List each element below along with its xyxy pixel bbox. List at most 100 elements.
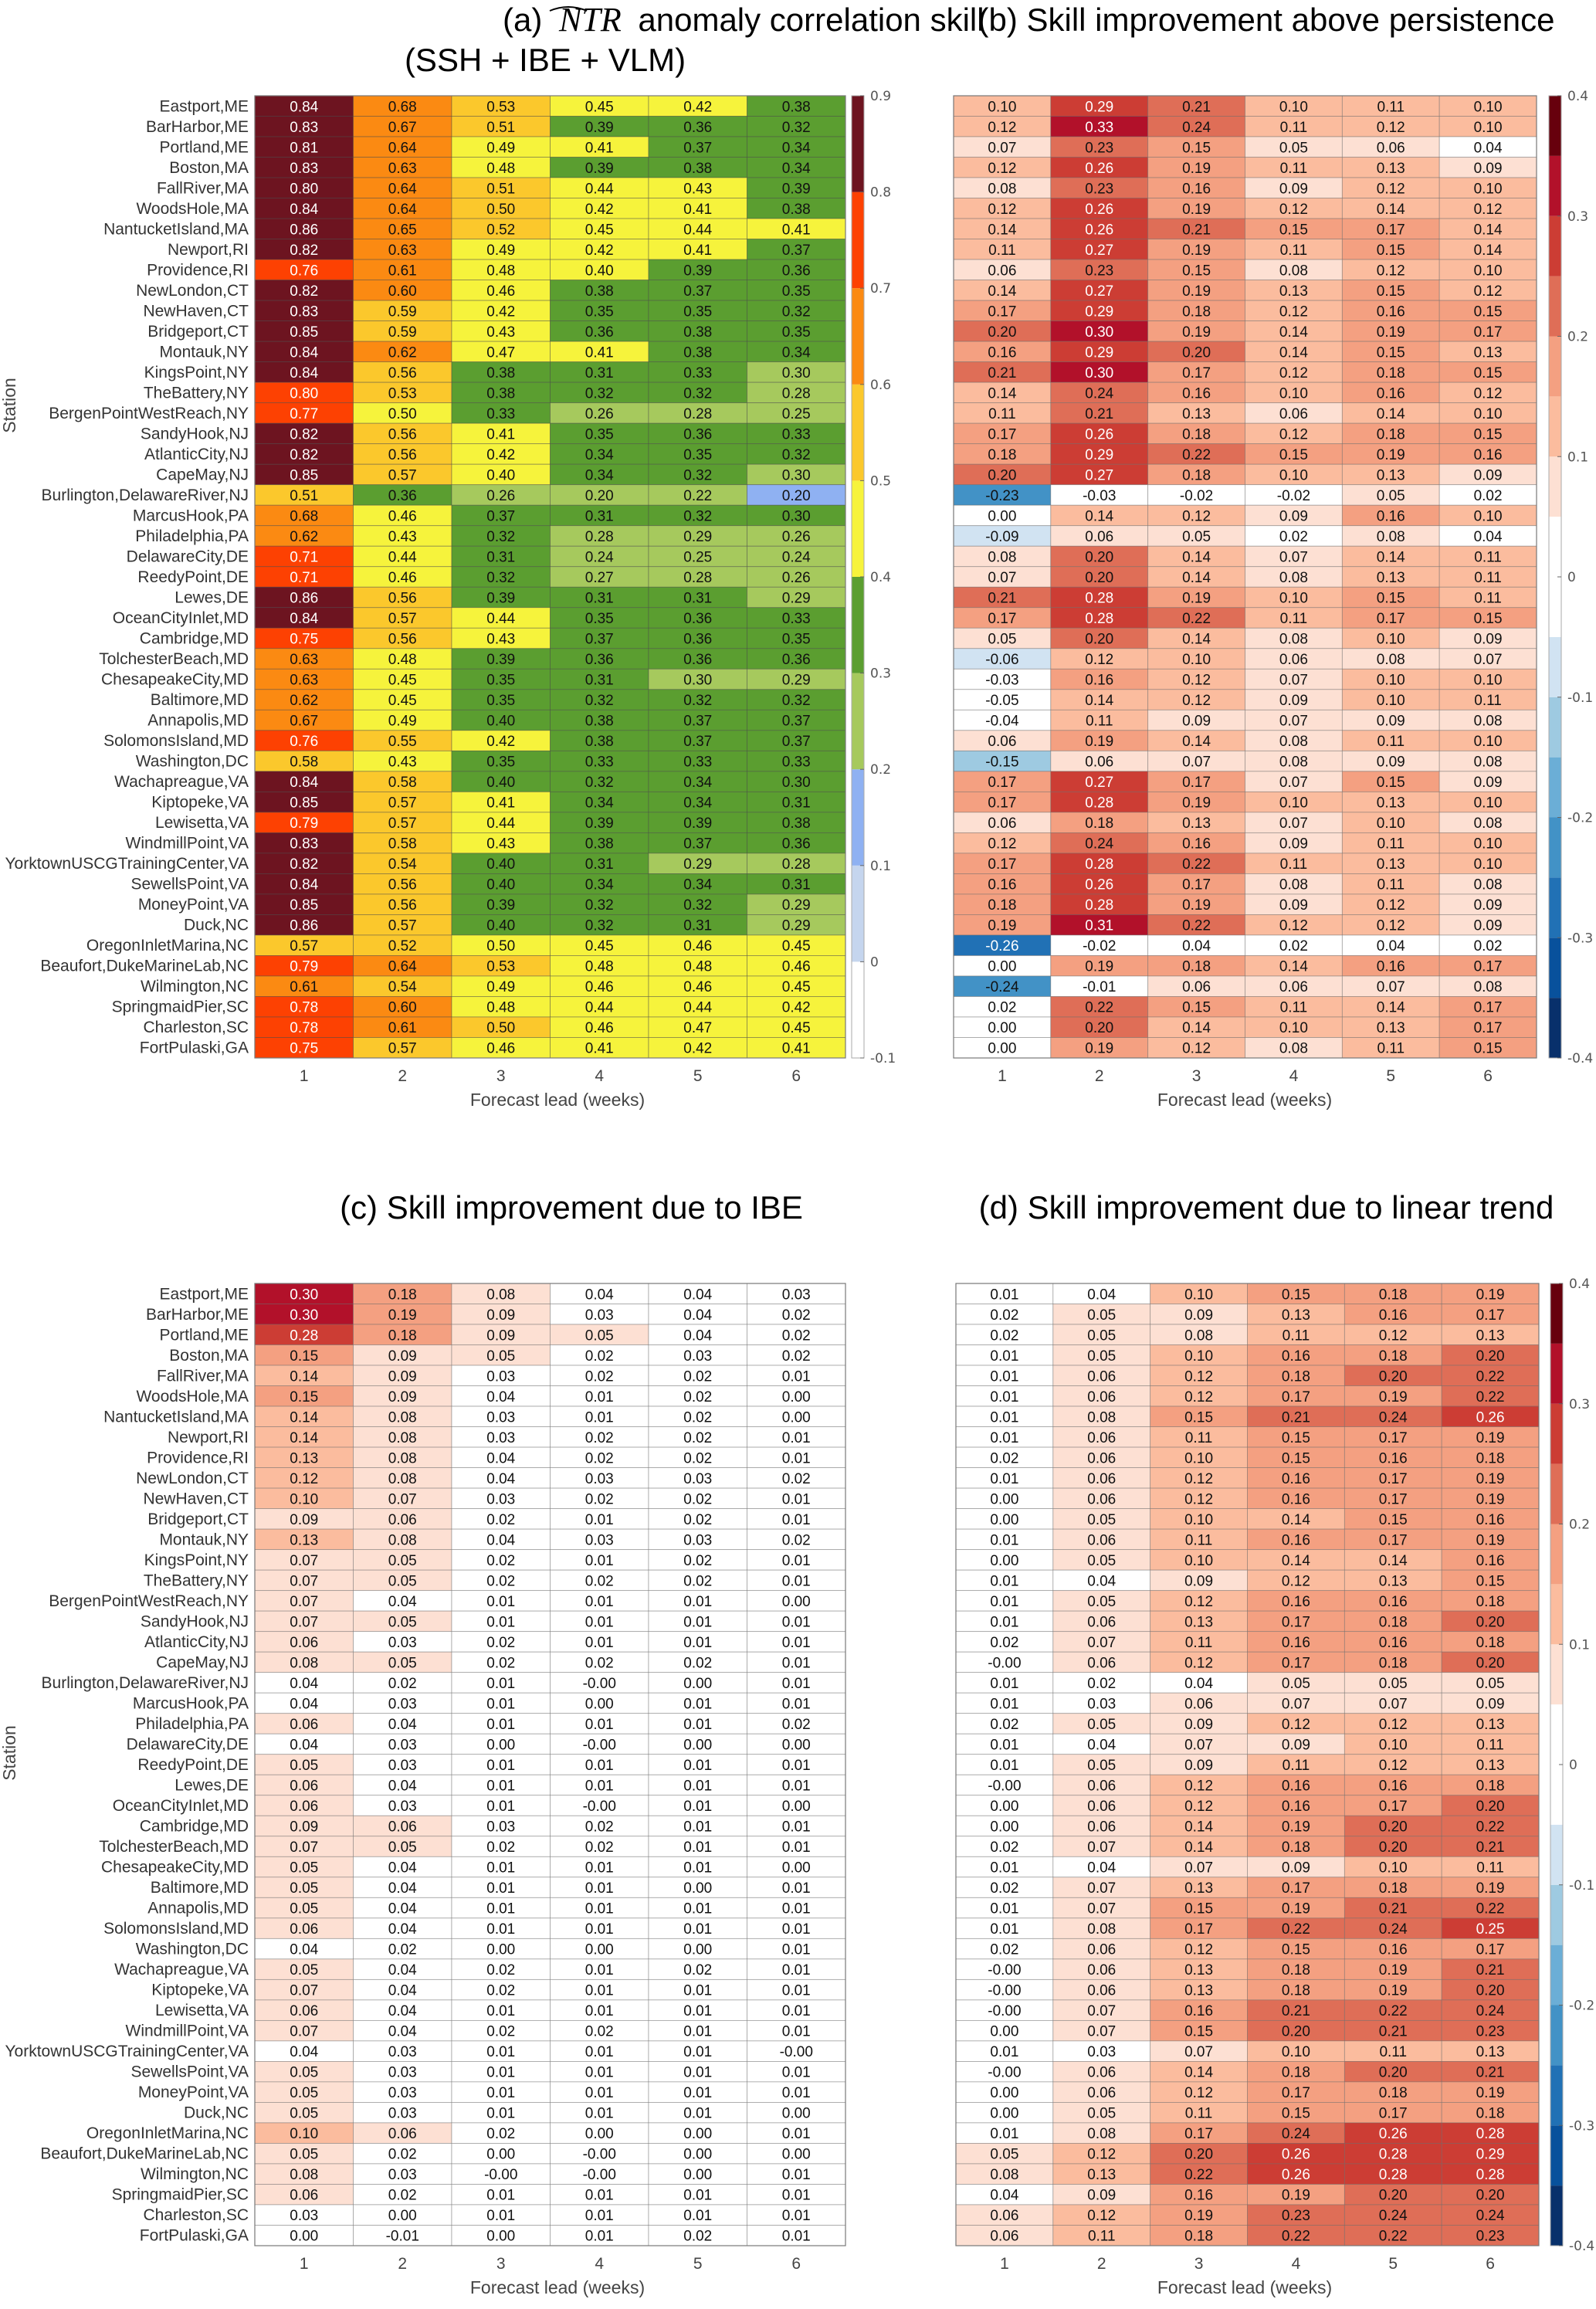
cell-value-label: 0.22 (1182, 918, 1211, 934)
cell-value-label: 0.17 (1184, 2126, 1213, 2142)
cell-value-label: 0.08 (1474, 754, 1503, 771)
cell-value-label: 0.15 (290, 1389, 318, 1405)
cell-value-label: 0.24 (585, 549, 614, 565)
cell-value-label: 0.16 (1282, 1594, 1310, 1610)
table-row: 0.02 0.22 0.15 0.11 0.14 0.17 (953, 996, 1537, 1018)
cell-value-label: 0.02 (988, 1000, 1016, 1016)
cell-value-label: 0.35 (782, 632, 811, 648)
table-row: Wilmington,NC 0.08 0.03 -0.00 -0.00 0.00 0.01 (141, 2163, 846, 2185)
cell-value-label: 0.11 (1476, 1860, 1504, 1877)
cell-value-label: 0.48 (486, 263, 515, 279)
cell-value-label: 0.38 (683, 161, 712, 177)
cell-value-label: 0.59 (388, 303, 417, 320)
cell-value-label: 0.10 (1474, 795, 1503, 812)
cell-value-label: 0.38 (585, 283, 614, 300)
cell-value-label: 0.52 (388, 938, 417, 954)
table-row: 0.06 0.18 0.13 0.07 0.10 0.08 (953, 812, 1537, 833)
cell-value-label: 0.23 (1085, 140, 1113, 156)
table-row: 0.08 0.13 0.22 0.26 0.28 0.28 (955, 2163, 1540, 2185)
cell-value-label: 0.02 (388, 2147, 417, 2163)
cell-value-label: 0.08 (1377, 652, 1405, 668)
table-row: AtlanticCity,NJ 0.82 0.56 0.42 0.34 0.35 0.32 (144, 443, 846, 465)
cell-value-label: 0.01 (990, 1389, 1018, 1405)
cell-value-label: 0.04 (388, 1962, 417, 1978)
cell-value-label: 0.16 (1085, 673, 1113, 689)
cell-value-label: 0.10 (1474, 406, 1503, 422)
heatmap-cell (648, 607, 747, 629)
cell-value-label: 0.30 (683, 673, 712, 689)
heatmap-cell (550, 381, 649, 404)
cell-value-label: 0.01 (585, 1778, 614, 1795)
cell-value-label: 0.18 (1282, 1368, 1310, 1385)
cell-value-label: 0.02 (388, 1676, 417, 1692)
table-row: 0.00 0.06 0.14 0.19 0.20 0.22 (955, 1815, 1540, 1837)
cell-value-label: 0.48 (486, 161, 515, 177)
station-label: Eastport,ME (159, 97, 249, 115)
cell-value-label: 0.14 (1182, 570, 1211, 586)
heatmap-cell (451, 177, 551, 198)
cell-value-label: 0.03 (388, 1696, 417, 1712)
heatmap-cell (451, 873, 551, 895)
cell-value-label: 0.02 (486, 2126, 515, 2142)
cell-value-label: 0.28 (290, 1327, 318, 1344)
cell-value-label: 0.01 (585, 1635, 614, 1651)
cell-value-label: 0.15 (1182, 1000, 1211, 1016)
heatmap-cell (1147, 177, 1245, 198)
cell-value-label: 0.03 (486, 1430, 515, 1446)
cell-value-label: 0.07 (988, 570, 1016, 586)
table-row: 0.20 0.27 0.18 0.10 0.13 0.09 (953, 463, 1537, 486)
cell-value-label: 0.05 (290, 1962, 318, 1978)
heatmap-cell (747, 341, 846, 363)
cell-value-label: 0.57 (388, 918, 417, 934)
cell-value-label: 0.04 (683, 1327, 712, 1344)
cell-value-label: 0.12 (1379, 1327, 1408, 1344)
x-tick-label: 5 (693, 2255, 703, 2273)
colorbar-bin (1550, 1463, 1563, 1524)
cell-value-label: 0.03 (782, 1287, 811, 1303)
cell-value-label: 0.04 (290, 1696, 318, 1712)
cell-value-label: 0.01 (585, 2106, 614, 2122)
cell-value-label: 0.19 (1182, 324, 1211, 341)
cell-value-label: 0.16 (1282, 1532, 1310, 1548)
heatmap-cell (353, 443, 452, 465)
cell-value-label: 0.01 (782, 1921, 811, 1938)
cell-value-label: 0.02 (990, 1717, 1018, 1733)
cell-value-label: 0.10 (1279, 385, 1308, 402)
cell-value-label: 0.14 (988, 283, 1016, 300)
table-row: 0.18 0.29 0.22 0.15 0.19 0.16 (953, 443, 1537, 465)
cell-value-label: 0.01 (782, 1758, 811, 1774)
table-row: Montauk,NY 0.84 0.62 0.47 0.41 0.38 0.34 (159, 341, 846, 363)
heatmap-cell (648, 586, 747, 609)
table-row: Portland,ME 0.28 0.18 0.09 0.05 0.04 0.02 (159, 1324, 846, 1345)
table-row: 0.12 0.24 0.16 0.09 0.11 0.10 (953, 832, 1537, 854)
heatmap-cell (254, 771, 354, 792)
cell-value-label: 0.08 (1279, 263, 1308, 279)
cell-value-label: 0.19 (1182, 591, 1211, 607)
cell-value-label: 0.09 (388, 1368, 417, 1385)
cell-value-label: 0.01 (683, 1799, 712, 1815)
cell-value-label: 0.00 (782, 2106, 811, 2122)
cell-value-label: 0.02 (990, 1307, 1018, 1324)
cell-value-label: 0.56 (388, 447, 417, 463)
cell-value-label: 0.02 (782, 1717, 811, 1733)
cell-value-label: 0.01 (782, 2208, 811, 2224)
cell-value-label: 0.13 (1182, 406, 1211, 422)
cell-value-label: 0.51 (290, 488, 318, 504)
cell-value-label: 0.13 (1184, 1962, 1213, 1978)
station-label: Annapolis,MD (147, 1900, 249, 1917)
cell-value-label: 0.12 (1184, 1491, 1213, 1507)
cell-value-label: 0.29 (683, 856, 712, 873)
heatmap-cell (353, 136, 452, 158)
cell-value-label: 0.04 (1377, 938, 1405, 954)
cell-value-label: 0.29 (1085, 99, 1113, 115)
cell-value-label: 0.01 (990, 1594, 1018, 1610)
cell-value-label: 0.11 (1280, 611, 1308, 627)
cell-value-label: 0.08 (388, 1532, 417, 1548)
table-row: 0.01 0.05 0.09 0.11 0.12 0.13 (955, 1754, 1540, 1775)
heatmap-cell (648, 300, 747, 322)
cell-value-label: 0.11 (1377, 836, 1405, 853)
cell-value-label: 0.16 (1476, 1512, 1505, 1528)
table-row: Philadelphia,PA 0.62 0.43 0.32 0.28 0.29 0.26 (135, 525, 846, 547)
panel-a-title-suffix: anomaly correlation skill (638, 2, 984, 38)
cell-value-label: 0.46 (585, 979, 614, 995)
